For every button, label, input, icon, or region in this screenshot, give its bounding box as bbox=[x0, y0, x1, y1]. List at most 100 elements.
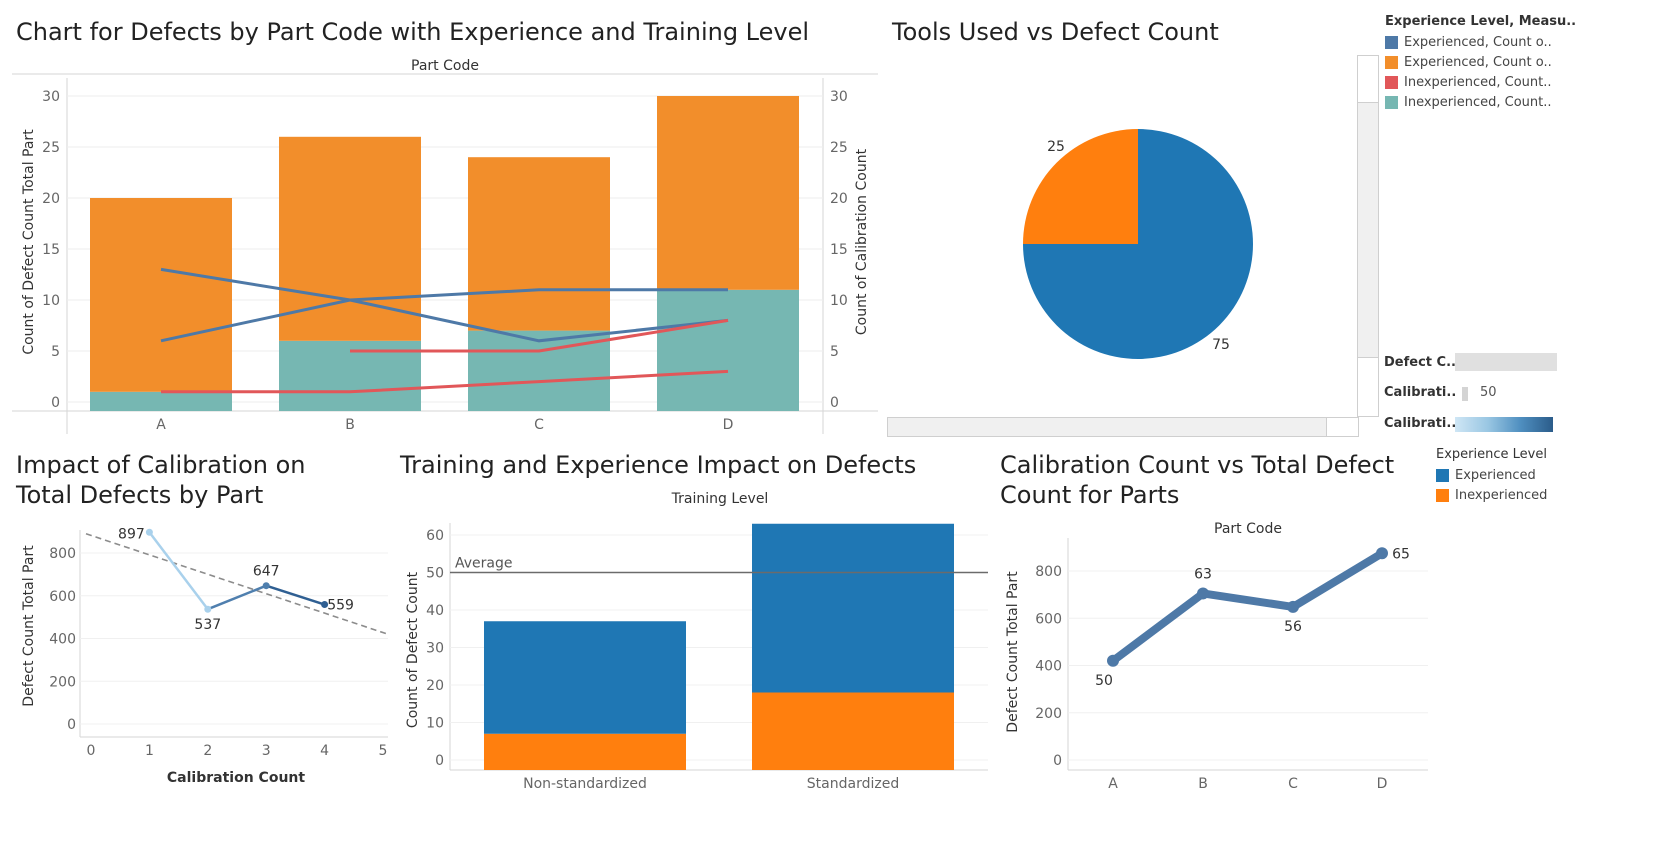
series-line bbox=[1109, 549, 1386, 665]
vertical-scrollbar[interactable] bbox=[1357, 55, 1379, 417]
legend-swatch bbox=[1385, 95, 1398, 109]
y-tick-label: 10 bbox=[426, 716, 444, 732]
data-point bbox=[262, 582, 270, 590]
data-point bbox=[321, 601, 329, 609]
x-tick-label: 1 bbox=[145, 743, 154, 759]
x-tick-label: 5 bbox=[379, 743, 388, 759]
y-tick-label: 25 bbox=[42, 140, 60, 156]
legend-experience-measure[interactable]: Experience Level, Measu.. Experienced, C… bbox=[1385, 14, 1576, 112]
y-tick-label: 30 bbox=[42, 89, 60, 105]
legend-item[interactable]: Inexperienced, Count.. bbox=[1385, 92, 1576, 112]
y-tick-label: 600 bbox=[1035, 611, 1062, 627]
legend-swatch bbox=[1385, 75, 1398, 89]
data-point bbox=[1197, 587, 1209, 600]
bar-segment bbox=[90, 198, 232, 392]
legend-item[interactable]: Experienced bbox=[1436, 465, 1547, 485]
series-line-segment bbox=[265, 584, 325, 606]
series-line bbox=[160, 288, 728, 343]
y-tick-label: 200 bbox=[49, 674, 76, 690]
bar-segment bbox=[484, 621, 686, 734]
title-defects-by-part: Chart for Defects by Part Code with Expe… bbox=[16, 18, 810, 46]
x-tick-label: C bbox=[1288, 776, 1298, 792]
legend-item-label: Experienced bbox=[1455, 467, 1536, 483]
y-axis-title: Count of Defect Count bbox=[405, 571, 421, 728]
legend-title: Experience Level bbox=[1436, 447, 1547, 462]
y-tick-label: 5 bbox=[51, 344, 60, 360]
y-tick-label: 400 bbox=[49, 632, 76, 648]
x-tick-label: B bbox=[1198, 776, 1208, 792]
defect-size-label: Defect C.. bbox=[1384, 355, 1456, 370]
data-label: 56 bbox=[1284, 619, 1302, 635]
defect-size-bar[interactable] bbox=[1455, 353, 1557, 371]
y-axis-title: Defect Count Total Part bbox=[1005, 571, 1021, 733]
series-line-segment bbox=[148, 531, 209, 610]
bar-segment bbox=[279, 136, 421, 341]
trend-line bbox=[85, 533, 389, 635]
horizontal-scrollbar[interactable] bbox=[887, 417, 1359, 437]
legend-item-label: Experienced, Count o.. bbox=[1404, 34, 1552, 50]
data-label: 647 bbox=[253, 564, 280, 580]
y2-axis-title: Count of Calibration Count bbox=[854, 148, 870, 335]
y-tick-label: 0 bbox=[51, 395, 60, 411]
y-tick-label: 15 bbox=[42, 242, 60, 258]
scrollbar-thumb[interactable] bbox=[1358, 102, 1378, 358]
legend-swatch bbox=[1436, 488, 1449, 502]
y-tick-label: 600 bbox=[49, 589, 76, 605]
x-tick-label: 2 bbox=[203, 743, 212, 759]
legend-item-label: Inexperienced, Count.. bbox=[1404, 74, 1552, 90]
data-label: 537 bbox=[194, 617, 221, 633]
data-label: 897 bbox=[118, 526, 145, 542]
legend-item-label: Inexperienced, Count.. bbox=[1404, 94, 1552, 110]
x-axis-title: Calibration Count bbox=[167, 770, 305, 786]
y-tick-label: 800 bbox=[49, 546, 76, 562]
x-tick-label: C bbox=[534, 417, 544, 433]
legend-item[interactable]: Experienced, Count o.. bbox=[1385, 32, 1576, 52]
legend-item[interactable]: Inexperienced bbox=[1436, 485, 1547, 505]
y-tick-label: 40 bbox=[426, 603, 444, 619]
y2-tick-label: 25 bbox=[830, 140, 848, 156]
calibration-color-ramp[interactable] bbox=[1455, 417, 1553, 432]
legend-item[interactable]: Experienced, Count o.. bbox=[1385, 52, 1576, 72]
x-tick-label: 0 bbox=[87, 743, 96, 759]
pie-label: 25 bbox=[1047, 139, 1065, 155]
y-tick-label: 60 bbox=[426, 528, 444, 544]
legend-title: Experience Level, Measu.. bbox=[1385, 14, 1577, 29]
legend-experience-level[interactable]: Experience Level Experienced Inexperienc… bbox=[1436, 447, 1547, 505]
x-tick-label: Non-standardized bbox=[523, 776, 647, 792]
title-calibration-impact: Impact of Calibration on Total Defects b… bbox=[16, 451, 306, 509]
bar-segment bbox=[752, 692, 954, 770]
bar-segment bbox=[468, 157, 610, 331]
data-point bbox=[204, 605, 212, 613]
y-tick-label: 400 bbox=[1035, 659, 1062, 675]
data-point bbox=[1287, 600, 1299, 613]
y2-tick-label: 10 bbox=[830, 293, 848, 309]
y-tick-label: 30 bbox=[426, 641, 444, 657]
data-point bbox=[1107, 654, 1119, 667]
x-tick-label: B bbox=[345, 417, 355, 433]
data-point bbox=[1376, 547, 1388, 560]
x-tick-label: 3 bbox=[262, 743, 271, 759]
title-training-experience: Training and Experience Impact on Defect… bbox=[400, 451, 917, 479]
y2-tick-label: 0 bbox=[830, 395, 839, 411]
calibration-size-label: Calibrati.. bbox=[1384, 385, 1457, 400]
series-line-segment bbox=[207, 584, 267, 611]
series-line bbox=[160, 267, 729, 343]
calibration-size-value: 50 bbox=[1480, 385, 1497, 400]
legend-item[interactable]: Inexperienced, Count.. bbox=[1385, 72, 1576, 92]
part-code-header: Part Code bbox=[411, 58, 479, 74]
x-tick-label: Standardized bbox=[807, 776, 899, 792]
title-tools-vs-defects: Tools Used vs Defect Count bbox=[892, 18, 1219, 46]
y-tick-label: 0 bbox=[1053, 753, 1062, 769]
legend-swatch bbox=[1385, 55, 1398, 69]
series-line bbox=[161, 369, 729, 394]
part-code-header: Part Code bbox=[1214, 521, 1282, 537]
bar-segment bbox=[484, 733, 686, 770]
title-calibration-vs-defects: Calibration Count vs Total Defect Count … bbox=[1000, 451, 1395, 509]
y-tick-label: 800 bbox=[1035, 564, 1062, 580]
average-label: Average bbox=[455, 556, 513, 572]
data-label: 65 bbox=[1392, 546, 1410, 562]
y-axis-title: Defect Count Total Part bbox=[21, 545, 37, 707]
y-tick-label: 0 bbox=[67, 717, 76, 733]
scrollbar-thumb[interactable] bbox=[888, 418, 1327, 436]
y-tick-label: 10 bbox=[42, 293, 60, 309]
